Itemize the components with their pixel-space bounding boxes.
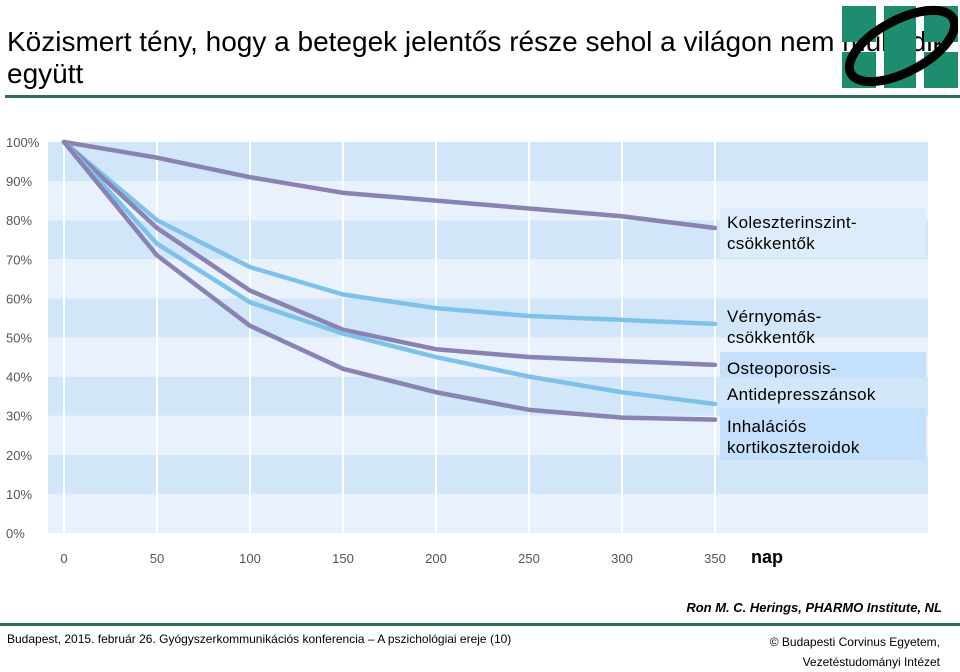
y-tick-label: 10% <box>6 487 32 502</box>
legend-label-3: Osteoporosis- <box>727 358 837 379</box>
x-tick-label: 200 <box>425 551 447 566</box>
series-line-2 <box>61 139 718 327</box>
y-tick-label: 30% <box>6 409 32 424</box>
series-line-4 <box>61 139 718 407</box>
grid-band <box>48 454 928 494</box>
series-lines <box>61 139 718 422</box>
x-tick-label: 100 <box>239 551 261 566</box>
legend-label-5: Inhalációs kortikoszteroidok <box>727 416 860 458</box>
x-tick-label: 150 <box>332 551 354 566</box>
x-tick-label: 300 <box>611 551 633 566</box>
y-tick-label: 100% <box>6 135 40 150</box>
x-axis-ticks: 0 50 100 150 200 250 300 350 <box>60 551 725 566</box>
y-tick-label: 20% <box>6 448 32 463</box>
legend-label-line: Osteoporosis- <box>727 359 837 378</box>
legend-label-line: kortikoszteroidok <box>727 438 860 457</box>
series-line-5 <box>61 139 718 422</box>
grid-band <box>48 298 928 338</box>
y-axis-ticks: 0% 10% 20% 30% 40% 50% 60% 70% 80% 90% 100% <box>6 135 40 541</box>
y-tick-label: 70% <box>6 252 32 267</box>
line-chart: 0% 10% 20% 30% 40% 50% 60% 70% 80% 90% 100% 0 50 100… <box>6 135 928 566</box>
legend-label-line: csökkentők <box>727 234 816 253</box>
legend-label-4: Antidepresszánsok <box>727 384 876 405</box>
series-line-1 <box>61 139 718 231</box>
title-rule <box>5 95 960 98</box>
y-tick-label: 90% <box>6 174 32 189</box>
x-tick-label: 250 <box>518 551 540 566</box>
x-tick-label: 0 <box>60 551 67 566</box>
legend-label-2: Vérnyomás-csökkentők <box>727 306 822 348</box>
legend-box <box>720 208 926 258</box>
legend-label-line: Koleszterinszint- <box>727 213 857 232</box>
legend-label-line: Antidepresszánsok <box>727 385 876 404</box>
y-tick-label: 50% <box>6 331 32 346</box>
x-tick-label: 50 <box>150 551 164 566</box>
y-tick-label: 60% <box>6 291 32 306</box>
footer-rule <box>0 623 960 626</box>
university-logo <box>842 5 958 88</box>
legend-label-line: Inhalációs <box>727 417 807 436</box>
series-line-3 <box>61 139 718 368</box>
slide-title: Közismert tény, hogy a betegek jelentős … <box>7 26 947 89</box>
grid-band <box>48 142 928 182</box>
y-tick-label: 80% <box>6 213 32 228</box>
footer-copyright-line1: © Budapesti Corvinus Egyetem, <box>769 635 940 649</box>
y-tick-label: 40% <box>6 370 32 385</box>
legend-label-line: csökkentők <box>727 328 816 347</box>
footer-copyright: © Budapesti Corvinus Egyetem, Vezetéstud… <box>680 632 940 672</box>
footer-copyright-line2: Vezetéstudományi Intézet <box>802 655 940 669</box>
legend-label-1: Koleszterinszint-csökkentők <box>727 212 857 254</box>
legend-label-line: Vérnyomás- <box>727 307 822 326</box>
x-axis-label: nap <box>751 547 784 567</box>
source-citation: Ron M. C. Herings, PHARMO Institute, NL <box>686 600 942 615</box>
grid-band <box>48 259 928 299</box>
y-tick-label: 0% <box>6 526 25 541</box>
legend-box <box>720 408 926 460</box>
footer-conference: Budapest, 2015. február 26. Gyógyszerkom… <box>7 632 512 646</box>
grid-band <box>48 493 928 533</box>
legend-box <box>720 352 926 378</box>
x-tick-label: 350 <box>704 551 726 566</box>
